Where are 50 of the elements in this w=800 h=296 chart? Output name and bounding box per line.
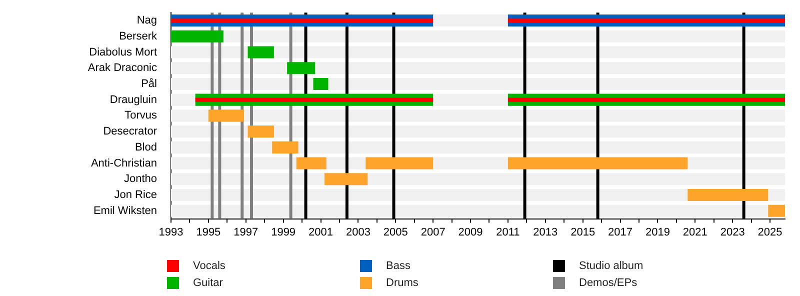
x-tick-label: 2025 [758, 226, 782, 238]
y-tick-label: Draugluin [110, 94, 157, 106]
legend-label: Studio album [579, 260, 644, 272]
legend-label: Demos/EPs [579, 276, 638, 288]
y-tick-label: Berserk [119, 30, 158, 42]
bar [171, 30, 224, 42]
y-tick-label: Desecrator [103, 126, 158, 138]
legend-label: Vocals [193, 260, 226, 272]
x-tick-label: 2007 [420, 226, 446, 238]
x-tick-label: 1995 [196, 226, 221, 238]
x-tick-label: 2001 [308, 226, 333, 238]
x-tick-label: 2011 [496, 226, 520, 238]
x-tick-label: 2015 [570, 226, 596, 238]
bar [366, 157, 434, 170]
bar [324, 173, 368, 186]
y-tick-label: Pål [141, 78, 157, 90]
y-tick-label: Nag [136, 14, 157, 27]
legend-label: Guitar [193, 276, 223, 288]
bar [287, 62, 316, 74]
bar [248, 126, 274, 138]
y-tick-label: Blod [134, 141, 157, 154]
x-tick-label: 2005 [383, 226, 408, 238]
x-tick-label: 2013 [533, 226, 558, 238]
bar [688, 188, 768, 202]
y-tick-label: Jontho [124, 173, 157, 186]
x-tick-label: 1999 [271, 226, 296, 238]
y-tick-label: Arak Draconic [88, 62, 158, 74]
y-tick-label: Jon Rice [114, 189, 157, 202]
bar [296, 157, 326, 170]
bar [208, 110, 244, 122]
x-tick-label: 2023 [720, 226, 745, 238]
x-tick-label: 2017 [608, 226, 633, 238]
bar [768, 204, 785, 217]
y-tick-label: Torvus [124, 110, 158, 122]
bar [195, 98, 434, 102]
x-tick-label: 2003 [346, 226, 370, 238]
bar [508, 157, 688, 170]
bar [248, 46, 274, 58]
x-tick-label: 1997 [234, 226, 258, 238]
y-tick-label: Anti-Christian [90, 157, 157, 170]
bar [272, 141, 298, 154]
legend-label: Bass [386, 260, 410, 272]
legend-label: Drums [386, 276, 418, 288]
x-tick-label: 1993 [158, 226, 184, 238]
bar [313, 78, 328, 90]
x-tick-label: 2009 [458, 226, 483, 238]
y-tick-label: Emil Wiksten [93, 204, 157, 217]
x-tick-label: 2021 [682, 226, 708, 238]
y-tick-label: Diabolus Mort [89, 46, 157, 58]
x-tick-label: 2019 [645, 226, 670, 238]
